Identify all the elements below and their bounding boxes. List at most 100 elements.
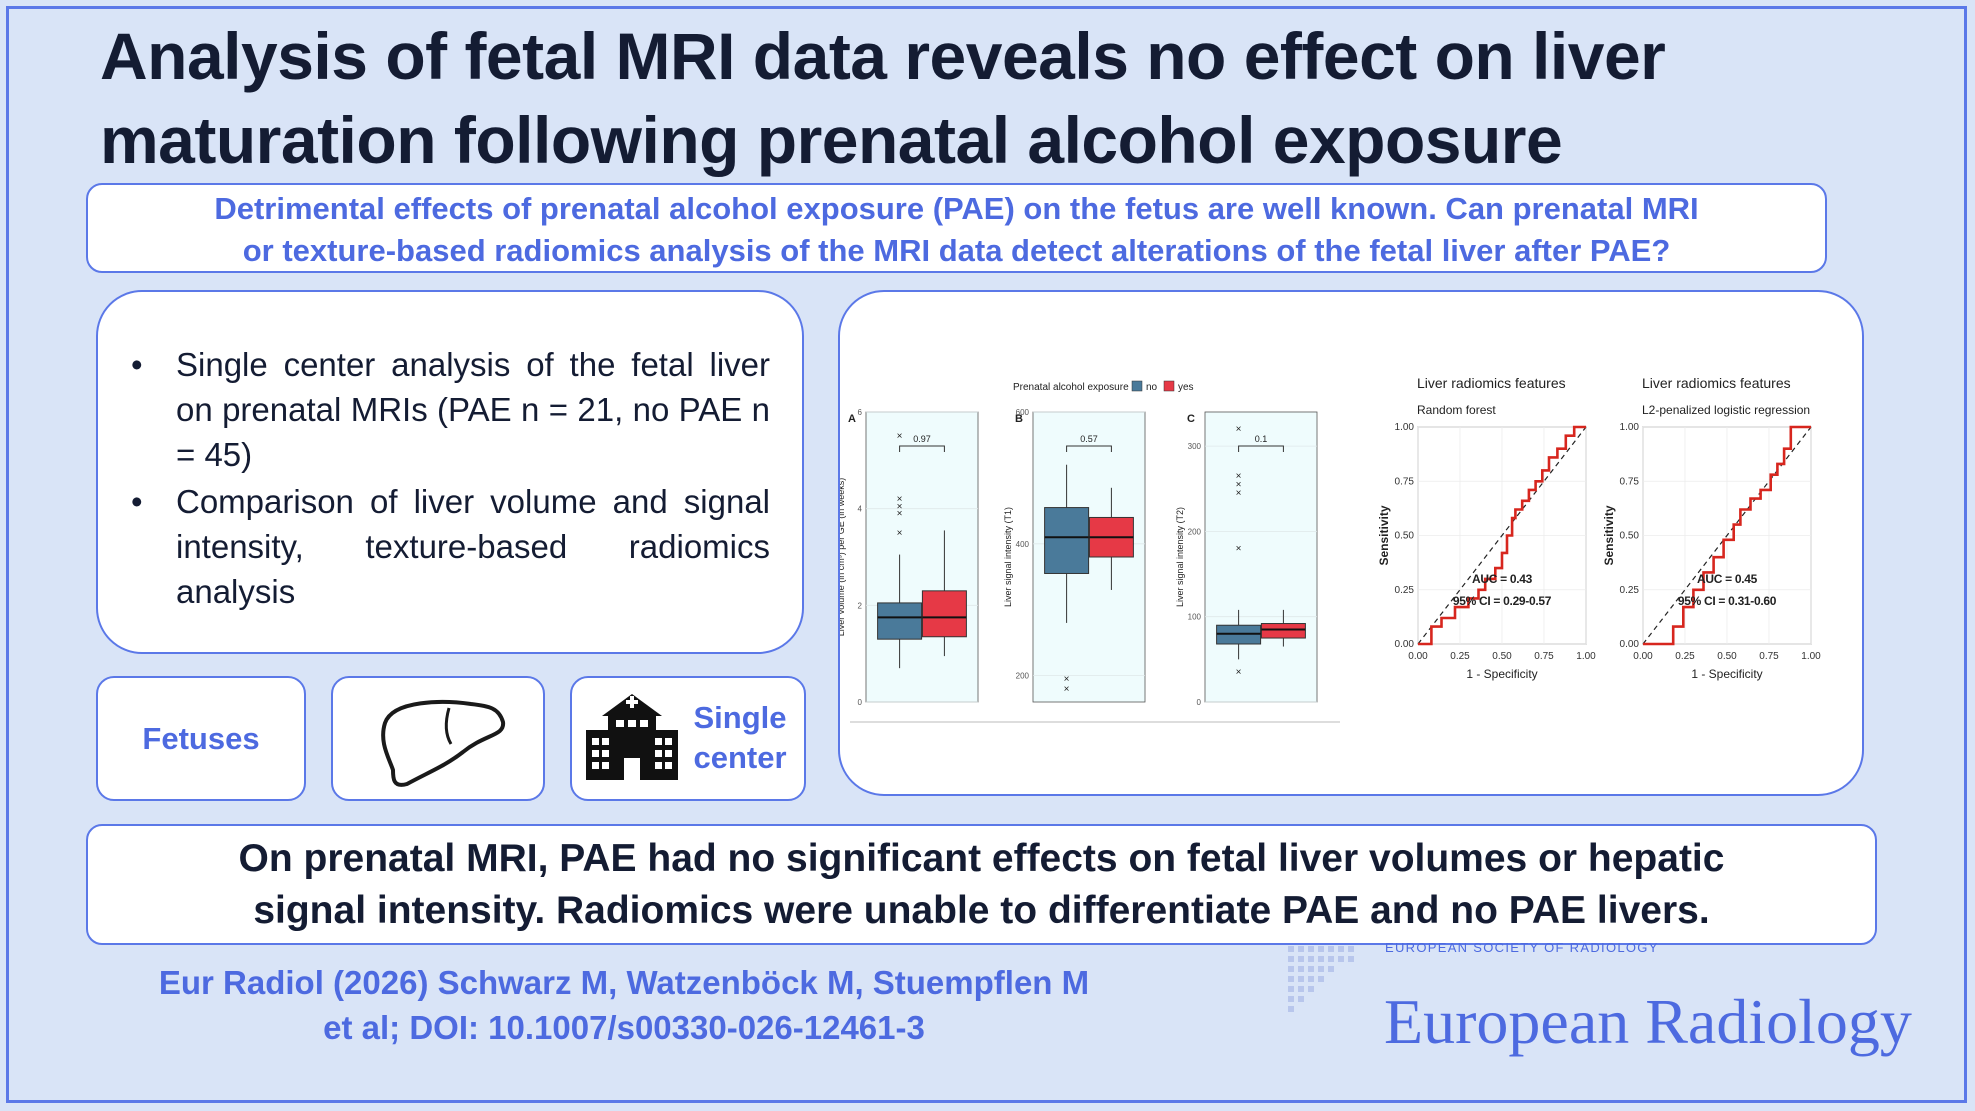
outlier-point: ×: [1236, 471, 1242, 482]
single-center-line-1: Single: [693, 700, 787, 735]
roc-subtitle-lr: L2-penalized logistic regression: [1642, 403, 1810, 417]
y-axis-label: Liver volume (in cm³) per GE (in weeks): [840, 478, 846, 637]
hospital-icon: [586, 694, 678, 780]
outlier-point: ×: [1236, 424, 1242, 435]
y-tick-label: 600: [1016, 408, 1030, 417]
research-question: Detrimental effects of prenatal alcohol …: [86, 183, 1827, 273]
y-tick-label: 0: [1197, 698, 1202, 707]
y-tick-label: 2: [858, 601, 863, 610]
box-yes: [1260, 623, 1306, 639]
fetuses-label: Fetuses: [142, 721, 260, 756]
y-tick-label: 0.75: [1620, 476, 1640, 487]
y-tick-label: 200: [1016, 672, 1030, 681]
x-tick-label: 0.75: [1534, 651, 1554, 662]
y-axis-label-lr: Sensitivity: [1602, 505, 1616, 565]
results-chart: Prenatal alcohol exposure no yes A 0 2 4 6 Liver…: [840, 352, 1825, 752]
citation-line-1: Eur Radiol (2026) Schwarz M, Watzenböck …: [158, 964, 1090, 1001]
outlier-point: ×: [897, 431, 903, 442]
y-tick-label: 0.25: [1620, 585, 1640, 596]
outlier-point: ×: [1064, 684, 1070, 695]
legend-title: Prenatal alcohol exposure: [1013, 382, 1129, 393]
journal-name: European Radiology: [1384, 986, 1912, 1057]
roc-title-lr: Liver radiomics features: [1642, 375, 1791, 391]
citation: Eur Radiol (2026) Schwarz M, Watzenböck …: [104, 960, 1144, 1050]
liver-card: [331, 676, 545, 801]
x-tick-label: 1.00: [1801, 651, 1821, 662]
y-axis-label-rf: Sensitivity: [1377, 505, 1391, 565]
page-title: Analysis of fetal MRI data reveals no ef…: [100, 14, 1900, 182]
outlier-point: ×: [1236, 480, 1242, 491]
x-tick-label: 0.25: [1450, 651, 1470, 662]
single-center-label: Single center: [680, 698, 800, 778]
panel-label-a: A: [848, 413, 856, 425]
x-tick-label: 0.50: [1717, 651, 1737, 662]
society-name: EUROPEAN SOCIETY OF RADIOLOGY: [1385, 940, 1659, 955]
methods-box: Single center analysis of the fetal live…: [96, 290, 804, 654]
y-tick-label: 4: [858, 505, 863, 514]
roc-curve-lr: [1643, 425, 1811, 646]
y-tick-label: 0.00: [1395, 639, 1415, 650]
fetuses-card: Fetuses: [96, 676, 306, 801]
significance-bracket: [1066, 445, 1112, 452]
y-tick-label: 1.00: [1395, 422, 1415, 433]
box-no: [877, 602, 923, 640]
chance-diagonal: [1417, 426, 1587, 645]
p-value-label: 0.97: [913, 434, 931, 444]
x-tick-label: 0.25: [1675, 651, 1695, 662]
p-value-label: 0.1: [1255, 434, 1268, 444]
x-axis-label-rf: 1 - Specificity: [1466, 667, 1537, 681]
page-frame: [6, 6, 1967, 1103]
y-tick-label: 1.00: [1620, 422, 1640, 433]
y-tick-label: 100: [1188, 613, 1202, 622]
x-axis-label-lr: 1 - Specificity: [1691, 667, 1762, 681]
methods-list: Single center analysis of the fetal live…: [98, 292, 802, 614]
x-tick-label: 0.50: [1492, 651, 1512, 662]
title-line-2: maturation following prenatal alcohol ex…: [100, 103, 1563, 177]
roc-subtitle-rf: Random forest: [1417, 403, 1496, 417]
y-tick-label: 0.75: [1395, 476, 1415, 487]
outlier-point: ×: [1236, 488, 1242, 499]
box-no: [1044, 507, 1090, 574]
methods-bullet-1: Single center analysis of the fetal live…: [131, 342, 770, 477]
outlier-point: ×: [1064, 674, 1070, 685]
x-tick-label: 1.00: [1576, 651, 1596, 662]
legend-label-no: no: [1146, 382, 1158, 393]
outlier-point: ×: [1236, 543, 1242, 554]
outlier-point: ×: [897, 501, 903, 512]
legend-swatch-no: [1131, 380, 1143, 392]
liver-icon: [381, 700, 506, 787]
conclusion-line-2: signal intensity. Radiomics were unable …: [253, 889, 1710, 932]
outlier-point: ×: [1236, 667, 1242, 678]
auc-label-lr: AUC = 0.45: [1697, 572, 1758, 586]
outlier-point: ×: [897, 509, 903, 520]
legend-swatch-yes: [1163, 380, 1175, 392]
outlier-point: ×: [897, 528, 903, 539]
conclusion-box: On prenatal MRI, PAE had no significant …: [86, 824, 1877, 945]
x-tick-label: 0.75: [1759, 651, 1779, 662]
p-value-label: 0.57: [1080, 434, 1098, 444]
ci-label-rf: 95% CI = 0.29-0.57: [1453, 594, 1552, 608]
y-tick-label: 0.00: [1620, 639, 1640, 650]
y-tick-label: 0.50: [1620, 531, 1640, 542]
ci-label-lr: 95% CI = 0.31-0.60: [1678, 594, 1777, 608]
y-tick-label: 0.25: [1395, 585, 1415, 596]
y-tick-label: 0.50: [1395, 531, 1415, 542]
results-figure: Prenatal alcohol exposure no yes A 0 2 4 6 Liver…: [838, 290, 1864, 796]
y-tick-label: 400: [1016, 540, 1030, 549]
journal-logo-icon: [1288, 946, 1354, 1012]
y-axis-label: Liver signal intensity (T2): [1175, 507, 1185, 607]
significance-bracket: [1238, 445, 1284, 452]
x-tick-label: 0.00: [1633, 651, 1653, 662]
auc-label-rf: AUC = 0.43: [1472, 572, 1533, 586]
y-axis-label: Liver signal intensity (T1): [1003, 507, 1013, 607]
roc-curve-rf: [1418, 425, 1586, 646]
box-panel-a: [865, 411, 979, 703]
citation-line-2: et al; DOI: 10.1007/s00330-026-12461-3: [323, 1009, 925, 1046]
box-yes: [921, 590, 967, 638]
y-tick-label: 0: [858, 698, 863, 707]
panel-label-b: B: [1015, 413, 1023, 425]
outlier-point: ×: [897, 494, 903, 505]
conclusion-line-1: On prenatal MRI, PAE had no significant …: [238, 837, 1725, 880]
x-tick-label: 0.00: [1408, 651, 1428, 662]
single-center-card: Single center: [570, 676, 806, 801]
